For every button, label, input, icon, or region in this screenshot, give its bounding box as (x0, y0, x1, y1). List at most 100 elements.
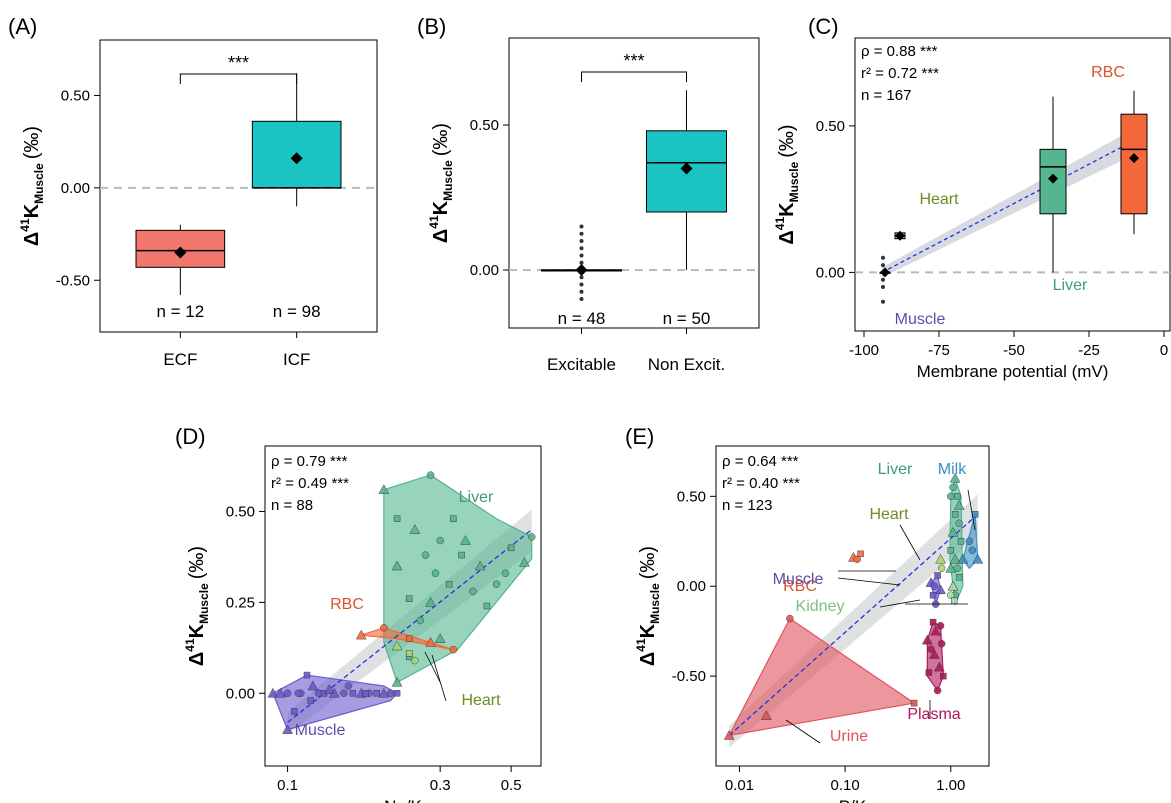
outlier-point (881, 277, 885, 282)
data-point (937, 564, 946, 572)
y-tick-label: 0.00 (677, 578, 706, 595)
group-label: Urine (830, 728, 868, 745)
data-point (936, 622, 945, 630)
x-tick-label: -25 (1078, 342, 1100, 359)
y-axis-label-text: Δ41KMuscle (‰) (183, 546, 211, 666)
y-tick-label: 0.50 (470, 117, 499, 134)
stats-background (268, 450, 374, 520)
leader-line (837, 577, 901, 586)
mean-marker (290, 152, 303, 165)
data-point (405, 635, 413, 642)
data-point (940, 672, 947, 680)
y-axis-label: Δ41KMuscle (‰) (773, 124, 801, 244)
outlier-point (881, 263, 885, 268)
outlier-point (579, 231, 584, 236)
outlier-point (881, 255, 885, 260)
n-label: n = 48 (558, 309, 606, 328)
y-label-sub: Muscle (648, 583, 662, 624)
panel-label: (D) (175, 424, 206, 449)
data-point (972, 553, 984, 564)
data-point (947, 591, 955, 599)
y-label-sub: Muscle (441, 160, 455, 201)
data-point (930, 582, 939, 590)
panel-label: (B) (417, 14, 446, 39)
group-label: RBC (330, 596, 364, 613)
data-point (460, 535, 471, 545)
group-label: Liver (1053, 277, 1088, 294)
mean-marker (575, 264, 588, 276)
y-label-unit: (‰) (21, 126, 43, 159)
data-point (450, 515, 457, 522)
data-point (378, 484, 390, 494)
outlier-point (881, 299, 885, 304)
x-tick-label: 0 (1160, 342, 1168, 359)
outlier-point (579, 275, 584, 280)
x-tick-label: -50 (1003, 342, 1025, 359)
data-point (910, 699, 918, 707)
group-label: Muscle (773, 571, 824, 588)
data-point (527, 533, 536, 541)
y-label-main: K (637, 623, 659, 638)
data-point (303, 671, 311, 679)
y-label-sup: 41 (634, 638, 648, 652)
data-point (405, 595, 413, 602)
data-point (957, 553, 969, 564)
data-point (965, 537, 974, 546)
y-label-sup: 41 (18, 218, 32, 232)
data-point (955, 573, 963, 581)
leader-line (899, 524, 921, 561)
data-point (949, 553, 961, 564)
leader-line (967, 489, 976, 531)
data-point (953, 493, 961, 500)
stat-text: r² = 0.49 *** (271, 475, 349, 492)
data-point (937, 640, 946, 648)
outlier-point (579, 224, 584, 229)
data-point (935, 584, 946, 595)
y-label-main: K (776, 202, 798, 217)
data-point (323, 684, 335, 694)
data-point (853, 555, 861, 564)
data-point (409, 524, 421, 534)
x-tick-label: Excitable (547, 355, 616, 374)
y-label-main: K (186, 623, 208, 638)
data-point (436, 536, 444, 545)
data-point (378, 687, 390, 698)
data-point (723, 729, 735, 740)
y-axis-label-text: Δ41KMuscle (‰) (18, 126, 46, 246)
x-axis-label: P/K (839, 797, 867, 803)
y-label-delta: Δ (186, 652, 208, 666)
data-point (434, 633, 446, 643)
data-point (307, 697, 314, 704)
x-axis-label: Membrane potential (mV) (917, 362, 1109, 381)
data-point (928, 649, 940, 659)
data-point (426, 471, 435, 479)
group-label: Muscle (295, 722, 346, 739)
data-point (294, 689, 303, 698)
data-point (929, 618, 937, 626)
group-label: Muscle (895, 311, 946, 328)
y-label-unit: (‰) (776, 124, 798, 157)
data-point (857, 550, 864, 558)
y-label-sup: 41 (427, 215, 441, 229)
leader-line (424, 651, 441, 683)
y-tick-label: 0.00 (816, 264, 845, 281)
data-point (945, 562, 957, 573)
mean-marker (1129, 153, 1139, 164)
y-tick-label: 0.25 (226, 594, 255, 611)
data-point (391, 640, 403, 651)
data-point (786, 614, 794, 623)
data-point (416, 616, 425, 625)
data-point (483, 602, 491, 610)
data-point (386, 689, 395, 698)
x-tick-label: -100 (849, 342, 879, 359)
significance-stars: *** (228, 53, 249, 73)
stat-text: ρ = 0.64 *** (722, 453, 799, 470)
y-label-sup: 41 (773, 217, 787, 231)
y-axis-label-text: Δ41KMuscle (‰) (634, 546, 662, 666)
x-tick-label: 0.5 (501, 777, 522, 794)
x-axis-label: Na/K (384, 797, 422, 803)
group-label: Heart (869, 506, 909, 523)
data-point (411, 656, 419, 665)
y-axis-label: Δ41KMuscle (‰) (183, 546, 211, 666)
data-point (275, 687, 286, 698)
